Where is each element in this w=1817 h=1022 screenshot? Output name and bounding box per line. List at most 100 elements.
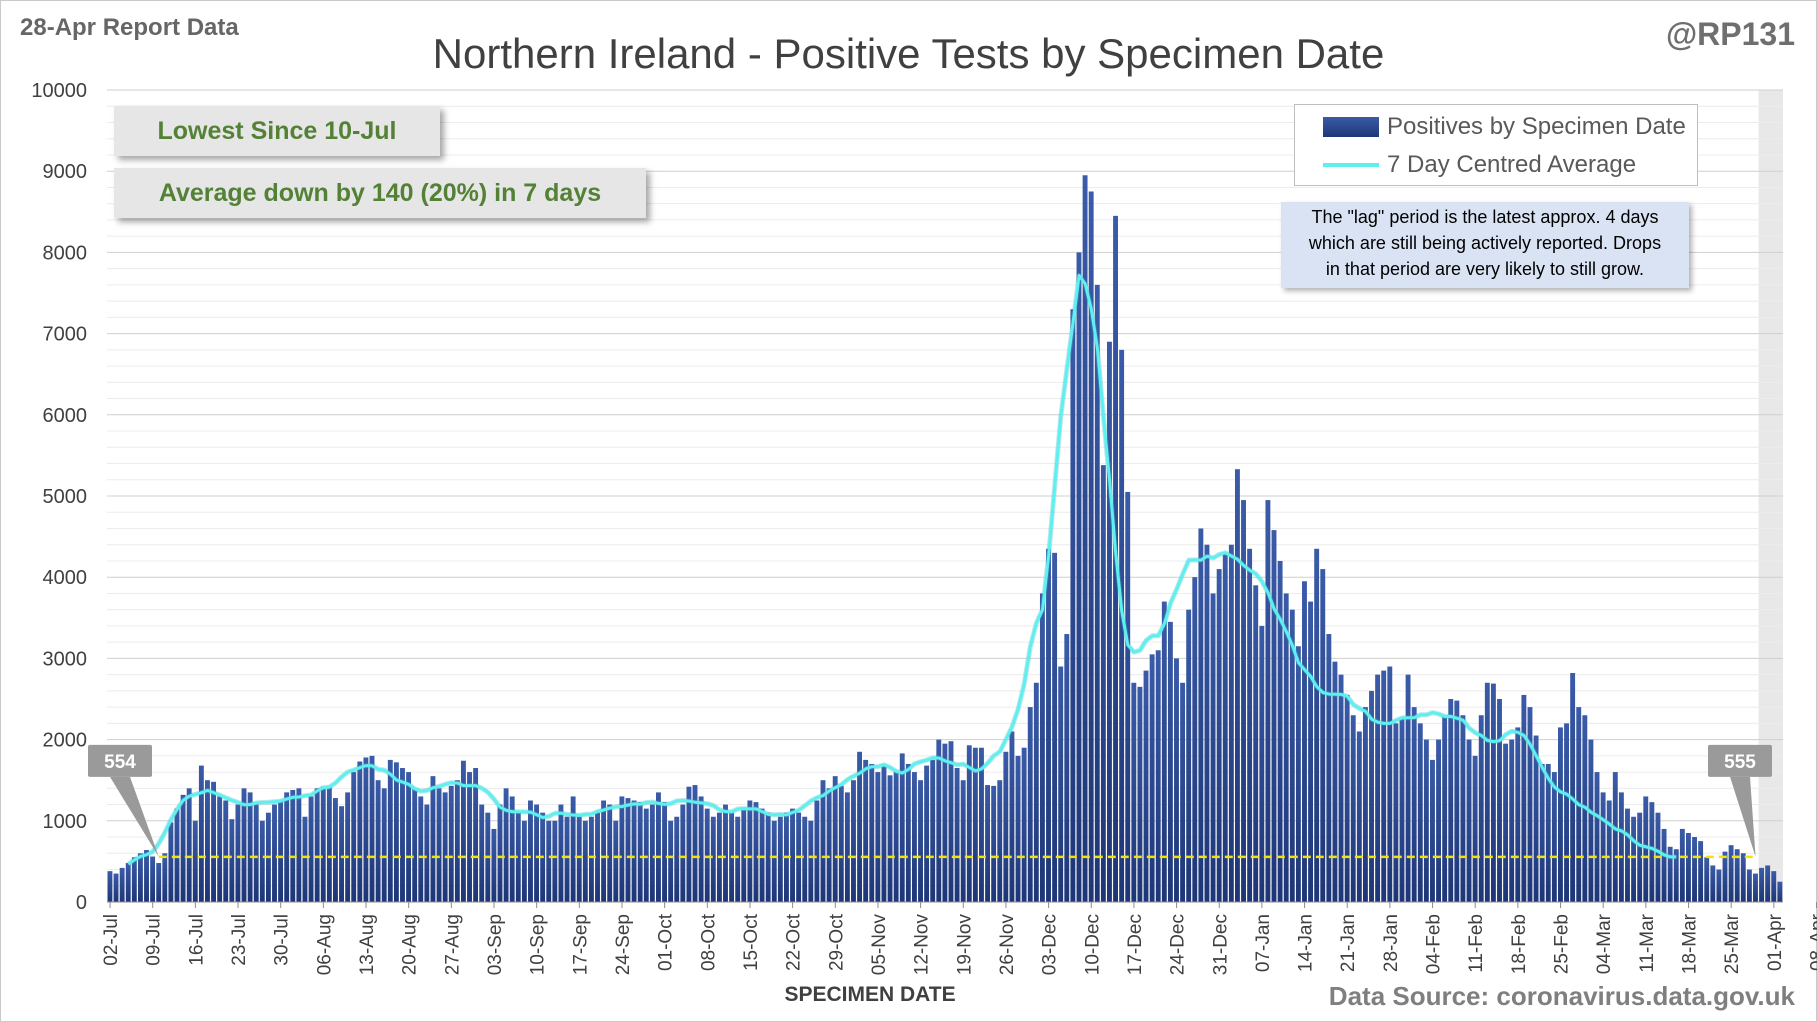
data-bar (747, 800, 753, 902)
data-bar (710, 816, 716, 902)
x-tick-label: 14-Jan (1296, 914, 1317, 972)
data-bar (1515, 727, 1521, 902)
y-tick-label: 2000 (43, 730, 88, 752)
x-tick-label: 11-Feb (1466, 914, 1487, 973)
data-bar (1271, 530, 1277, 902)
data-bar (1186, 609, 1192, 902)
data-bar (893, 772, 899, 902)
data-bar (1228, 544, 1234, 902)
data-bar (1046, 548, 1051, 902)
data-bar (467, 772, 472, 902)
data-bar (820, 780, 826, 902)
y-tick-label: 10000 (31, 80, 87, 102)
marker-box (1708, 744, 1772, 777)
data-bar (1570, 673, 1576, 902)
data-bar (741, 808, 747, 902)
data-bar (948, 741, 954, 902)
data-bar (1302, 581, 1307, 902)
data-bar (1509, 739, 1515, 902)
data-bar (1143, 670, 1149, 902)
author-handle: @RP131 (1665, 16, 1795, 52)
data-bar (960, 780, 966, 902)
data-bar (1448, 699, 1454, 902)
data-bar (1436, 739, 1442, 902)
data-bar (247, 792, 253, 902)
data-bar (400, 768, 405, 902)
data-bar (1777, 881, 1783, 902)
x-tick-label: 01-Apr (1765, 913, 1786, 971)
data-bar (777, 816, 783, 902)
data-bar (1167, 621, 1173, 902)
data-bar (1539, 763, 1545, 902)
data-bar (582, 820, 588, 902)
marker-pointer (110, 776, 159, 857)
data-bar (808, 820, 814, 902)
data-bar (1430, 759, 1435, 902)
data-bar (418, 796, 424, 902)
data-bar (168, 822, 174, 902)
data-bar (314, 788, 320, 902)
data-bar (905, 763, 911, 902)
data-bar (1521, 694, 1527, 902)
data-bar (857, 751, 863, 902)
data-bar (1155, 650, 1161, 902)
data-bar (192, 820, 198, 902)
data-bar (753, 802, 759, 902)
data-bar (1094, 284, 1100, 902)
data-bar (1241, 500, 1246, 902)
data-bar (339, 806, 344, 902)
data-bar (1753, 873, 1758, 902)
data-bar (1759, 867, 1765, 902)
data-bar (113, 873, 119, 902)
data-bar (851, 780, 856, 902)
data-bar (1625, 808, 1630, 902)
start-value-marker: 554 (88, 744, 159, 857)
lag-note-line: in that period are very likely to still … (1325, 259, 1645, 279)
data-bar (1369, 690, 1374, 902)
data-bar (680, 804, 686, 902)
data-bar (296, 788, 302, 902)
data-bar (1558, 727, 1563, 902)
data-bar (156, 863, 162, 902)
data-bar (869, 763, 875, 902)
data-bar (1198, 528, 1204, 902)
data-bar (631, 800, 637, 902)
data-bar (1667, 846, 1673, 902)
data-bar (393, 762, 399, 902)
data-bar (1728, 845, 1734, 902)
data-bar (1064, 634, 1070, 902)
y-tick-label: 3000 (43, 648, 88, 670)
data-bar (1594, 772, 1600, 902)
data-bar (241, 788, 247, 902)
data-bar (503, 788, 509, 902)
data-bar (326, 785, 332, 902)
data-bar (1247, 548, 1253, 902)
x-axis-title: SPECIMEN DATE (0, 983, 1817, 1007)
data-bar (497, 804, 503, 902)
x-tick-label: 30-Jul (272, 914, 293, 966)
x-axis-title-text: SPECIMEN DATE (784, 983, 956, 1006)
data-bar (765, 812, 771, 902)
data-bar (1119, 349, 1125, 903)
data-bar (1350, 715, 1356, 902)
data-bar (1137, 686, 1143, 902)
data-bar (576, 816, 582, 902)
data-bar (1076, 252, 1082, 902)
average-change-callout: Average down by 140 (20%) in 7 days (114, 168, 646, 218)
data-bar (1070, 309, 1076, 902)
data-bar (205, 780, 210, 902)
data-bar (832, 776, 838, 902)
data-bar (1685, 832, 1691, 902)
data-bar (1234, 469, 1240, 902)
data-bar (302, 816, 308, 902)
x-tick-label: 05-Nov (869, 914, 890, 976)
x-tick-label: 25-Mar (1722, 913, 1743, 974)
data-bar (802, 816, 808, 902)
x-tick-label: 08-Apr (1808, 913, 1817, 971)
data-bar (491, 828, 497, 902)
data-bar (564, 816, 570, 902)
data-bar (972, 747, 978, 902)
data-bar (1131, 682, 1137, 902)
data-bar (217, 796, 223, 902)
data-bar (1149, 654, 1155, 902)
